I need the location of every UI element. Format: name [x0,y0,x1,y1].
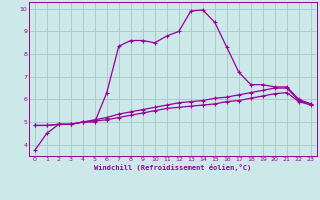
X-axis label: Windchill (Refroidissement éolien,°C): Windchill (Refroidissement éolien,°C) [94,164,252,171]
